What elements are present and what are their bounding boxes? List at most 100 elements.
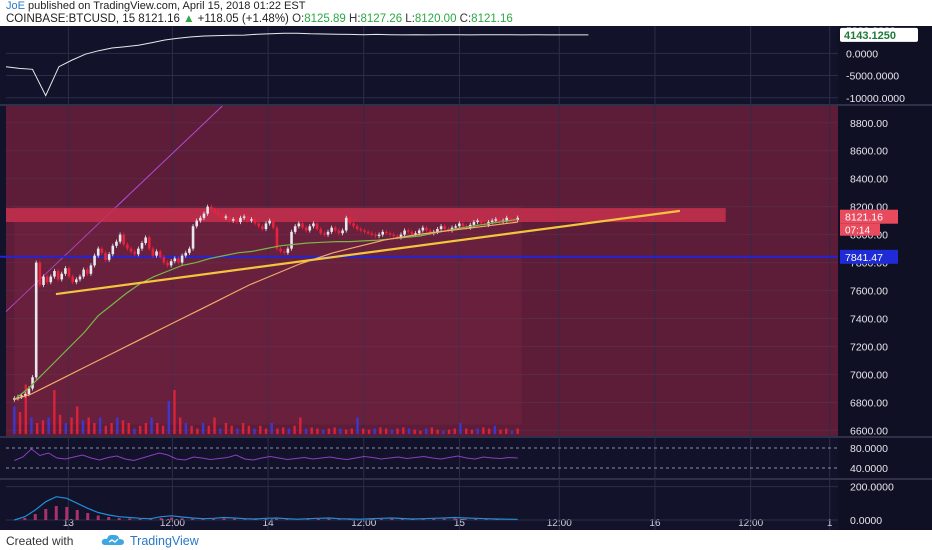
top-value-label: 4143.1250 [844,30,896,42]
candle-body [505,217,509,221]
candle-body [290,231,293,249]
countdown-label: 07:14 [845,226,870,237]
candle-body [45,276,49,283]
volume-bar [81,420,85,434]
candle-body [304,227,308,231]
tradingview-brand[interactable]: TradingView [130,534,199,548]
volume-bar [116,417,119,434]
macd-histogram-bar [96,515,100,520]
candle-body [111,245,115,255]
candle-body [126,244,129,249]
macd-histogram-bar [65,507,69,520]
macd-histogram-bar [44,509,48,520]
change-value: +118.05 (+1.48%) [197,13,289,25]
candle-body [78,276,82,280]
volume-bar [58,414,62,434]
candle-body [184,252,188,256]
candle-body [173,258,177,262]
x-tick-label: 12:00 [160,518,185,529]
macd-histogram-bar [327,518,331,520]
candle-body [56,271,60,280]
candle-body [406,230,410,232]
candle-body [443,226,447,230]
macd-histogram-bar [463,518,467,520]
x-tick-label: 16 [649,518,661,529]
candle-body [75,279,78,283]
macd-histogram-bar [379,519,383,520]
candle-body [137,248,140,255]
author-link[interactable]: JoE [6,0,25,12]
candle-body [344,217,348,231]
candle-body [436,229,439,232]
top-y-tick-label: -5000.0000 [846,71,899,83]
volume-bar [24,384,27,434]
candle-body [49,276,53,283]
change-arrow-icon: ▲ [183,13,195,25]
macd-histogram-bar [285,519,289,520]
last-price-label: 8121.16 [845,212,883,224]
volume-bar [310,427,313,434]
shaded-region [14,206,522,425]
candle-body [257,223,261,227]
volume-bar [287,428,291,434]
candle-body [275,227,279,249]
candle-body [158,251,162,258]
volume-bar [110,423,113,434]
candle-body [421,227,425,231]
candle-body [151,248,155,256]
volume-bar [516,428,519,434]
ma-orange-line [14,221,518,401]
volume-bar [350,428,353,434]
tradingview-cloud-icon [101,534,124,545]
volume-bar [121,420,125,434]
volume-bar [424,428,428,434]
main-y-tick-label: 7000.00 [850,369,888,381]
candle-body [224,216,228,218]
macd-histogram-bar [474,519,478,520]
volume-bar [184,423,188,434]
volume-bar [316,428,319,434]
volume-bar [487,428,491,434]
rsi-y-tick-label: 80.0000 [850,443,888,455]
volume-bar [207,425,210,434]
volume-bar [259,425,262,434]
candle-body [494,219,498,221]
candle-body [359,229,363,231]
chart-canvas[interactable]: 13 12:00 14 12:00 15 12:00 16 12:00 1 0.0000 -5000… [0,26,932,530]
candle-body [209,206,213,210]
volume-bar [276,428,279,434]
candle-body [122,234,126,245]
candle-body [323,233,326,235]
volume-bar [476,428,479,434]
top-y-tick-label: 0.0000 [846,48,878,60]
candle-body [140,243,144,249]
volume-bar [173,390,176,434]
candle-body [23,394,27,396]
macd-histogram-bar [411,519,415,520]
volume-bar [344,429,348,434]
volume-bar [127,423,130,434]
candle-body [388,233,392,235]
macd-histogram-bar [337,519,341,520]
volume-bar [384,428,388,434]
volume-bar [505,428,508,434]
candle-body [133,251,136,255]
rsi-line [14,448,518,462]
macd-histogram-bar [264,519,268,520]
x-tick-label: 1 [827,518,833,529]
x-tick-label: 14 [263,518,275,529]
macd-histogram-bar [400,519,404,520]
candle-body [330,227,333,232]
candle-body [264,223,268,230]
open-label: O: [292,13,305,25]
candle-body [516,217,519,220]
macd-histogram-bar [243,519,247,520]
volume-bar [299,417,302,434]
volume-bar [367,429,371,434]
volume-bar [499,429,502,434]
candle-body [213,209,217,213]
candle-body [454,226,457,228]
candle-body [498,219,501,223]
macd-histogram-bar [191,518,195,520]
candle-body [202,213,206,218]
